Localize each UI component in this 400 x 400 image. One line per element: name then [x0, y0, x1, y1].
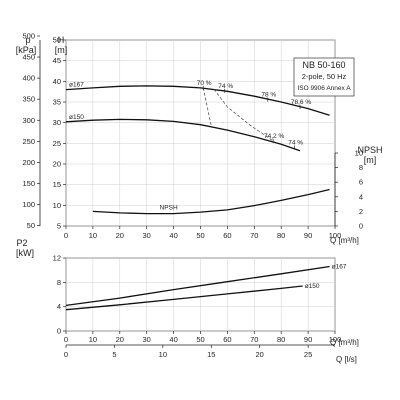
head-axis-title: H: [58, 35, 65, 45]
pressure-tick-label: 200: [22, 158, 35, 167]
power-y-tick-label: 12: [53, 254, 61, 263]
head-y-tick-label: 10: [53, 201, 61, 210]
pressure-tick-label: 300: [22, 116, 35, 125]
axis-ticks: 0 10 20 30 40 50 60 70 80 90 100510152025303540455…: [22, 31, 363, 359]
pressure-tick-label: 350: [22, 95, 35, 104]
pressure-tick-label: 100: [22, 200, 35, 209]
power-x-tick-label: 50: [196, 335, 204, 344]
power-axis-title: P2: [16, 238, 27, 248]
head-curve-label: ø167: [69, 82, 84, 89]
power-y-tick-label: 8: [57, 278, 61, 287]
head-y-tick-label: 20: [53, 160, 61, 169]
efficiency-label: 74,2 %: [264, 133, 284, 140]
efficiency-label: 70 %: [197, 80, 212, 87]
head-y-tick-label: 40: [53, 77, 61, 86]
power-x-tick-label: 100: [329, 335, 342, 344]
power-series-line: [65, 265, 330, 307]
npsh-curve-label: NPSH: [160, 205, 178, 212]
head-x-tick-label: 40: [169, 231, 177, 240]
power-curve-label: ø150: [305, 283, 320, 290]
head-x-tick-label: 10: [89, 231, 97, 240]
head-y-tick-label: 50: [53, 36, 61, 45]
head-x-tick-label: 50: [196, 231, 204, 240]
npsh-tick-label: 2: [359, 207, 363, 216]
pressure-tick-label: 250: [22, 137, 35, 146]
head-y-tick-label: 25: [53, 139, 61, 148]
model-label: NB 50-160: [302, 60, 345, 70]
npsh-tick-label: 0: [359, 222, 363, 231]
info-box: NB 50-160 2-pole, 50 Hz ISO 9906 Annex A: [293, 57, 355, 97]
pressure-axis-title: p: [25, 35, 30, 45]
head-y-tick-label: 45: [53, 56, 61, 65]
info-box-frame: [293, 57, 355, 97]
power-x-tick-label: 80: [277, 335, 285, 344]
head-x-tick-label: 20: [116, 231, 124, 240]
power-x-tick-label: 90: [304, 335, 312, 344]
pressure-tick-label: 450: [22, 53, 35, 62]
head-series-line: [65, 118, 301, 152]
head-x-tick-label: 30: [143, 231, 151, 240]
head-x-tick-label: 0: [64, 231, 68, 240]
head-x-tick-label: 100: [329, 231, 342, 240]
standard-label: ISO 9906 Annex A: [297, 85, 351, 92]
head-y-tick-label: 15: [53, 180, 61, 189]
npsh-axis-title: NPSH: [357, 145, 382, 155]
flow-ls-tick-label: 0: [64, 350, 68, 359]
pressure-tick-label: 50: [27, 221, 35, 230]
power-x-tick-label: 60: [223, 335, 231, 344]
npsh-tick-label: 8: [359, 163, 363, 172]
head-x-tick-label: 80: [277, 231, 285, 240]
power-series-line: [65, 285, 303, 311]
pressure-tick-label: 500: [22, 31, 35, 40]
npsh-tick-label: 10: [355, 149, 363, 158]
power-y-tick-label: 4: [57, 302, 61, 311]
efficiency-guide-line: [202, 87, 212, 127]
power-gridlines: [65, 257, 336, 332]
flow-ls-axis-title: Q [l/s]: [336, 355, 357, 364]
flow-ls-tick-label: 25: [304, 350, 312, 359]
efficiency-label: 74 %: [288, 139, 303, 146]
power-axis-unit: [kW]: [16, 248, 34, 258]
efficiency-label: 74 %: [218, 83, 233, 90]
power-x-tick-label: 0: [64, 335, 68, 344]
head-series-line: [92, 188, 330, 215]
poles-label: 2-pole, 50 Hz: [302, 72, 347, 81]
pressure-axis-unit: [kPa]: [16, 45, 37, 55]
power-x-tick-label: 30: [143, 335, 151, 344]
npsh-tick-label: 6: [359, 178, 363, 187]
efficiency-guide-line: [213, 88, 274, 142]
head-x-tick-label: 90: [304, 231, 312, 240]
curve-labels: ø167 ø150 NPSH 70 % 74 % 78 % 78,6 % 74,2 % 74 %…: [69, 80, 347, 290]
head-axis-unit: [m]: [55, 45, 68, 55]
head-x-tick-label: 60: [223, 231, 231, 240]
power-y-tick-label: 0: [57, 327, 61, 336]
flow-ls-tick-label: 15: [207, 350, 215, 359]
power-x-tick-label: 40: [169, 335, 177, 344]
efficiency-label: 78,6 %: [291, 99, 311, 106]
flow-ls-tick-label: 20: [256, 350, 264, 359]
head-curve-label: ø150: [69, 114, 84, 121]
npsh-axis-unit: [m]: [364, 155, 377, 165]
head-y-tick-label: 30: [53, 118, 61, 127]
pressure-tick-label: 400: [22, 74, 35, 83]
head-series-line: [65, 85, 330, 116]
flow-ls-tick-label: 10: [159, 350, 167, 359]
head-y-tick-label: 35: [53, 98, 61, 107]
npsh-tick-label: 4: [359, 192, 363, 201]
head-y-tick-label: 5: [57, 222, 61, 231]
efficiency-label: 78 %: [261, 92, 276, 99]
flow-ls-tick-label: 5: [112, 350, 116, 359]
head-x-tick-label: 70: [250, 231, 258, 240]
power-x-axis-title: Q [m³/h]: [330, 338, 359, 347]
power-x-tick-label: 20: [116, 335, 124, 344]
pressure-tick-label: 150: [22, 179, 35, 188]
power-x-tick-label: 10: [89, 335, 97, 344]
head-x-axis-title: Q [m³/h]: [330, 236, 359, 245]
power-curve-label: ø167: [332, 264, 347, 271]
curves: [65, 85, 330, 311]
power-x-tick-label: 70: [250, 335, 258, 344]
